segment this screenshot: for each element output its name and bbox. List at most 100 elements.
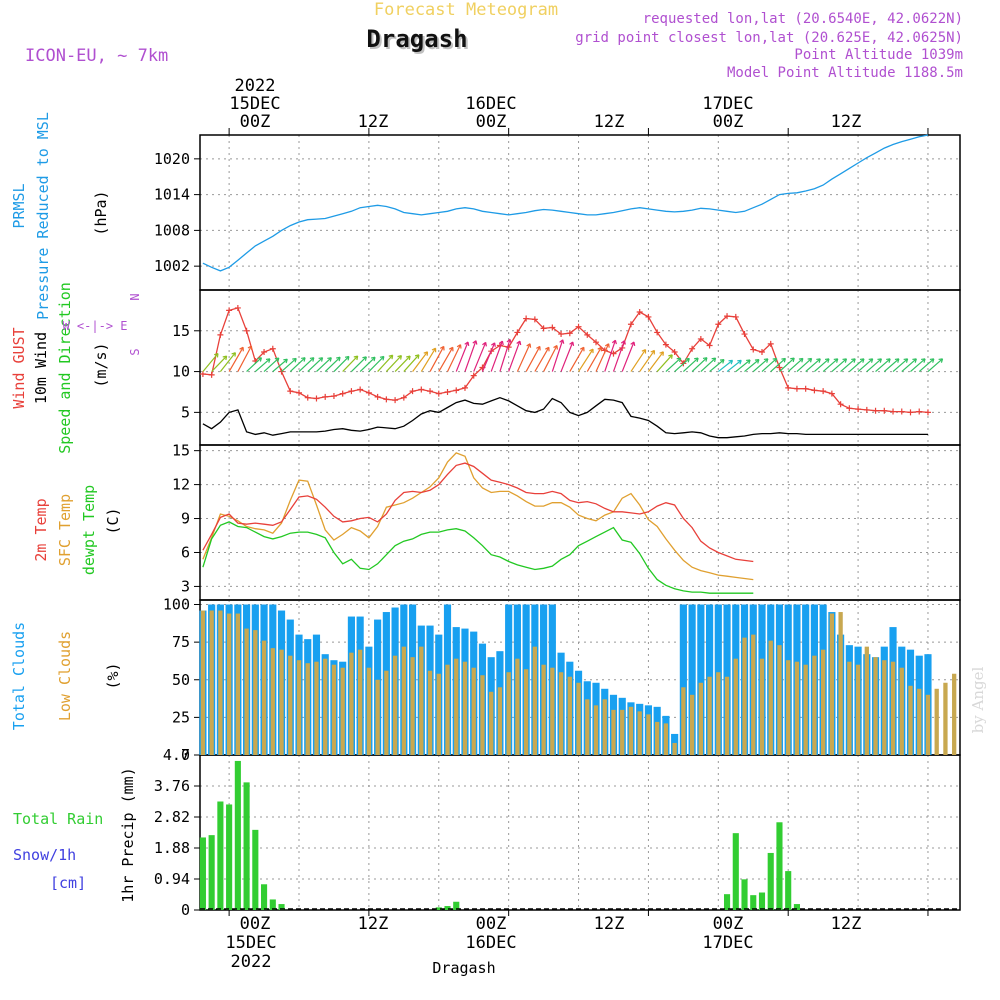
rain-bar [785, 871, 792, 910]
gust-point [374, 393, 381, 400]
label-total-rain: Total Rain [13, 810, 103, 828]
wind-arrowhead [807, 357, 813, 363]
label-pressure-msl: Pressure Reduced to MSL [34, 112, 52, 320]
wind-arrowhead [464, 341, 470, 347]
wind-arrowhead [301, 357, 306, 362]
gust-point [531, 316, 538, 323]
rain-bar [243, 782, 250, 910]
wind-arrowhead [336, 356, 341, 362]
low-cloud-bar [829, 613, 835, 755]
top-tick-2: 12Z [358, 112, 389, 132]
label-dewpt-temp: dewpt Temp [80, 485, 98, 575]
low-cloud-bar [899, 667, 904, 755]
rain-bar [732, 833, 739, 910]
low-cloud-bar [375, 679, 380, 755]
low-cloud-bar [541, 664, 546, 755]
gust-point [243, 327, 250, 334]
wind-arrowhead [781, 357, 786, 363]
panel-frame-precip [199, 754, 961, 911]
wind-arrowhead [439, 345, 445, 351]
wind-arrow [289, 357, 306, 373]
wind-arrowhead [886, 358, 891, 363]
low-cloud-bar [716, 672, 721, 755]
wind-arrow [281, 358, 297, 373]
model-altitude: Model Point Altitude 1188.5m [727, 65, 963, 81]
gust-point [217, 331, 224, 338]
gust-point [261, 349, 268, 355]
gust-point [558, 331, 565, 338]
wind-arrow [342, 355, 359, 372]
gust-point [523, 315, 530, 322]
wind-arrow [499, 339, 511, 372]
rain-bar [435, 907, 442, 910]
ytick-label-wind: 5 [181, 403, 190, 421]
requested-location: requested lon,lat (20.6540E, 42.0622N) [643, 11, 963, 27]
gust-point [461, 384, 468, 391]
wind-arrowhead [482, 341, 487, 347]
wind-arrowhead [536, 345, 541, 351]
wind-arrowhead [763, 358, 769, 363]
wind-arrowhead [611, 339, 617, 345]
low-cloud-bar [471, 667, 476, 755]
wind-arrow [551, 339, 564, 372]
wind-arrow [237, 345, 252, 372]
ytick-label-precip: 0 [181, 901, 190, 919]
gust-point [330, 393, 337, 400]
wind-arrow [490, 340, 503, 372]
wind-arrowhead [406, 355, 411, 361]
gust-point [627, 321, 634, 328]
gust-point [304, 394, 311, 401]
rain-bar [793, 904, 800, 910]
wind-arrowhead [559, 339, 565, 344]
wind-arrowhead [423, 351, 429, 356]
low-cloud-bar [279, 649, 284, 755]
wind-arrowhead [231, 352, 236, 357]
model-label: ICON-EU, ~ 7km [25, 46, 168, 66]
gust-point [724, 313, 731, 320]
wind-arrowhead [824, 358, 830, 363]
gust-point [540, 325, 547, 332]
gust-point [689, 345, 696, 352]
wind-arrow [735, 359, 751, 373]
gust-point [269, 345, 276, 352]
wind-arrow [516, 343, 531, 372]
gust-point [575, 323, 582, 330]
label-10m-wind: 10m Wind [32, 332, 50, 404]
gust-point [409, 388, 416, 395]
wind-arrowhead [431, 347, 437, 353]
wind-arrowhead [630, 341, 636, 347]
wind-arrow [892, 358, 909, 373]
gust-point [863, 406, 870, 413]
low-cloud-bar [812, 655, 817, 755]
wind-arrow [918, 358, 935, 373]
rain-bar [252, 829, 259, 910]
low-cloud-bar [820, 649, 826, 755]
low-cloud-bar [794, 661, 800, 755]
rain-bar [269, 899, 276, 910]
ytick-label-wind: 15 [172, 322, 190, 340]
wind-arrow [674, 358, 690, 373]
wind-arrow [525, 346, 541, 372]
wind-arrowhead [292, 357, 297, 363]
wind-arrow [770, 358, 786, 373]
wind-arrow [560, 341, 574, 372]
ytick-label-clouds: 25 [172, 708, 190, 726]
low-cloud-bar [908, 685, 913, 755]
gust-point [339, 390, 346, 397]
station-title: Dragash [368, 27, 469, 55]
rain-bar [199, 837, 206, 910]
low-cloud-bar [768, 640, 773, 755]
wind-arrow [866, 358, 882, 373]
rain-bar [758, 892, 766, 910]
gust-point [715, 321, 722, 328]
gust-point [654, 329, 661, 336]
low-cloud-bar [925, 694, 931, 755]
wind-arrowhead [448, 346, 454, 352]
wind-arrowhead [569, 341, 575, 347]
low-cloud-bar [340, 667, 345, 755]
label-low-clouds: Low Clouds [56, 631, 74, 721]
top-tick-3: 00Z [476, 112, 507, 132]
gust-point [828, 390, 835, 397]
pressure-line [202, 134, 929, 272]
